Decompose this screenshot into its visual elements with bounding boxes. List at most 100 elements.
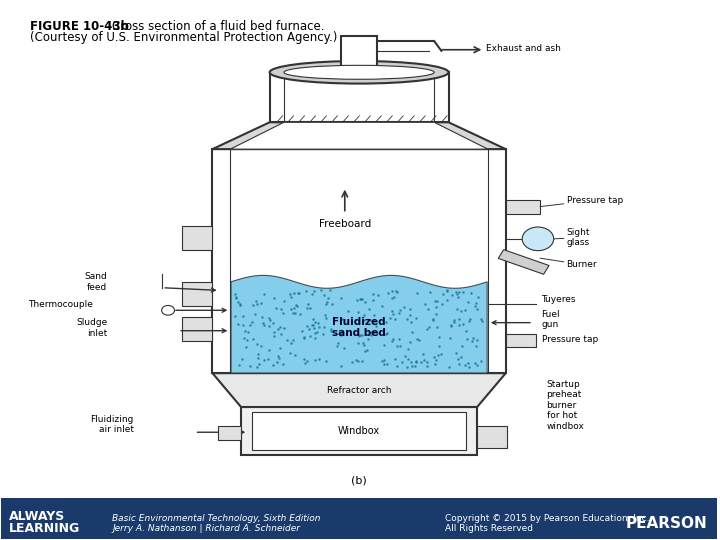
Point [456,352,467,361]
Text: All Rights Reserved: All Rights Reserved [445,524,533,534]
Point [244,361,256,370]
Polygon shape [212,373,505,407]
Point [307,324,319,333]
Point [452,354,464,363]
Point [463,359,474,368]
Point [448,315,459,324]
Point [248,301,259,309]
Point [269,332,280,340]
Point [255,341,266,350]
Point [284,289,295,298]
Point [353,356,364,365]
Point [230,293,241,301]
Point [284,349,296,357]
Point [358,341,369,349]
Point [366,328,377,336]
Point [275,305,287,313]
Point [470,342,482,351]
Point [359,347,371,355]
Point [351,355,362,364]
Point [379,341,390,350]
Point [450,288,462,296]
Point [389,314,400,323]
Point [431,323,442,332]
Point [235,300,246,309]
Point [234,300,246,309]
Point [298,354,310,363]
Point [307,314,318,323]
Point [310,318,321,327]
Point [305,303,316,312]
Point [274,323,286,332]
Text: (b): (b) [351,476,367,485]
Point [461,327,472,335]
Point [456,342,467,350]
Point [413,335,425,344]
Text: ALWAYS: ALWAYS [9,510,65,523]
Point [258,321,270,329]
Point [287,336,299,345]
Point [363,305,374,313]
Point [387,309,399,318]
Point [427,316,438,325]
Point [240,327,251,335]
Point [336,315,348,323]
Point [421,361,433,370]
Polygon shape [212,122,505,149]
Text: LEARNING: LEARNING [9,522,80,536]
Point [331,341,343,350]
Point [461,334,472,343]
Point [282,335,293,344]
Point [247,334,258,343]
Point [275,330,287,339]
Point [285,305,297,314]
Point [230,293,242,302]
Point [321,298,333,307]
Point [451,305,463,314]
Point [464,317,475,326]
Point [410,357,421,366]
Point [378,356,390,365]
Text: Startup
preheat
burner
for hot
windbox: Startup preheat burner for hot windbox [546,380,585,431]
Point [421,324,433,333]
Point [429,296,441,305]
Text: Basic Environmental Technology, Sixth Edition: Basic Environmental Technology, Sixth Ed… [112,514,321,523]
Point [258,289,270,298]
Point [400,351,411,360]
Point [293,289,305,298]
Polygon shape [230,122,488,149]
Point [404,305,415,313]
Bar [1,498,717,538]
Point [422,305,433,313]
Point [476,316,487,325]
Point [257,319,269,327]
Point [459,360,470,369]
Bar [477,426,507,448]
Point [325,286,336,294]
Point [455,306,467,315]
Point [271,357,282,366]
Point [322,294,333,303]
Point [277,309,289,318]
Text: Copyright © 2015 by Pearson Education, Inc.: Copyright © 2015 by Pearson Education, I… [445,514,649,523]
Point [358,311,369,320]
Point [410,357,422,366]
Point [359,316,370,325]
Point [237,312,248,321]
Bar [218,427,241,440]
Point [411,288,423,297]
Point [397,358,408,367]
Point [432,351,444,360]
Text: (Courtesy of U.S. Environmental Protection Agency.): (Courtesy of U.S. Environmental Protecti… [30,31,338,44]
Point [294,310,306,319]
Ellipse shape [270,61,449,84]
Point [238,334,250,343]
Point [263,322,274,330]
Point [251,362,263,371]
Point [288,304,300,313]
Bar [182,318,212,341]
Point [274,354,285,362]
Text: FIGURE 10-43b: FIGURE 10-43b [30,20,129,33]
Point [285,293,297,301]
Point [263,354,274,363]
